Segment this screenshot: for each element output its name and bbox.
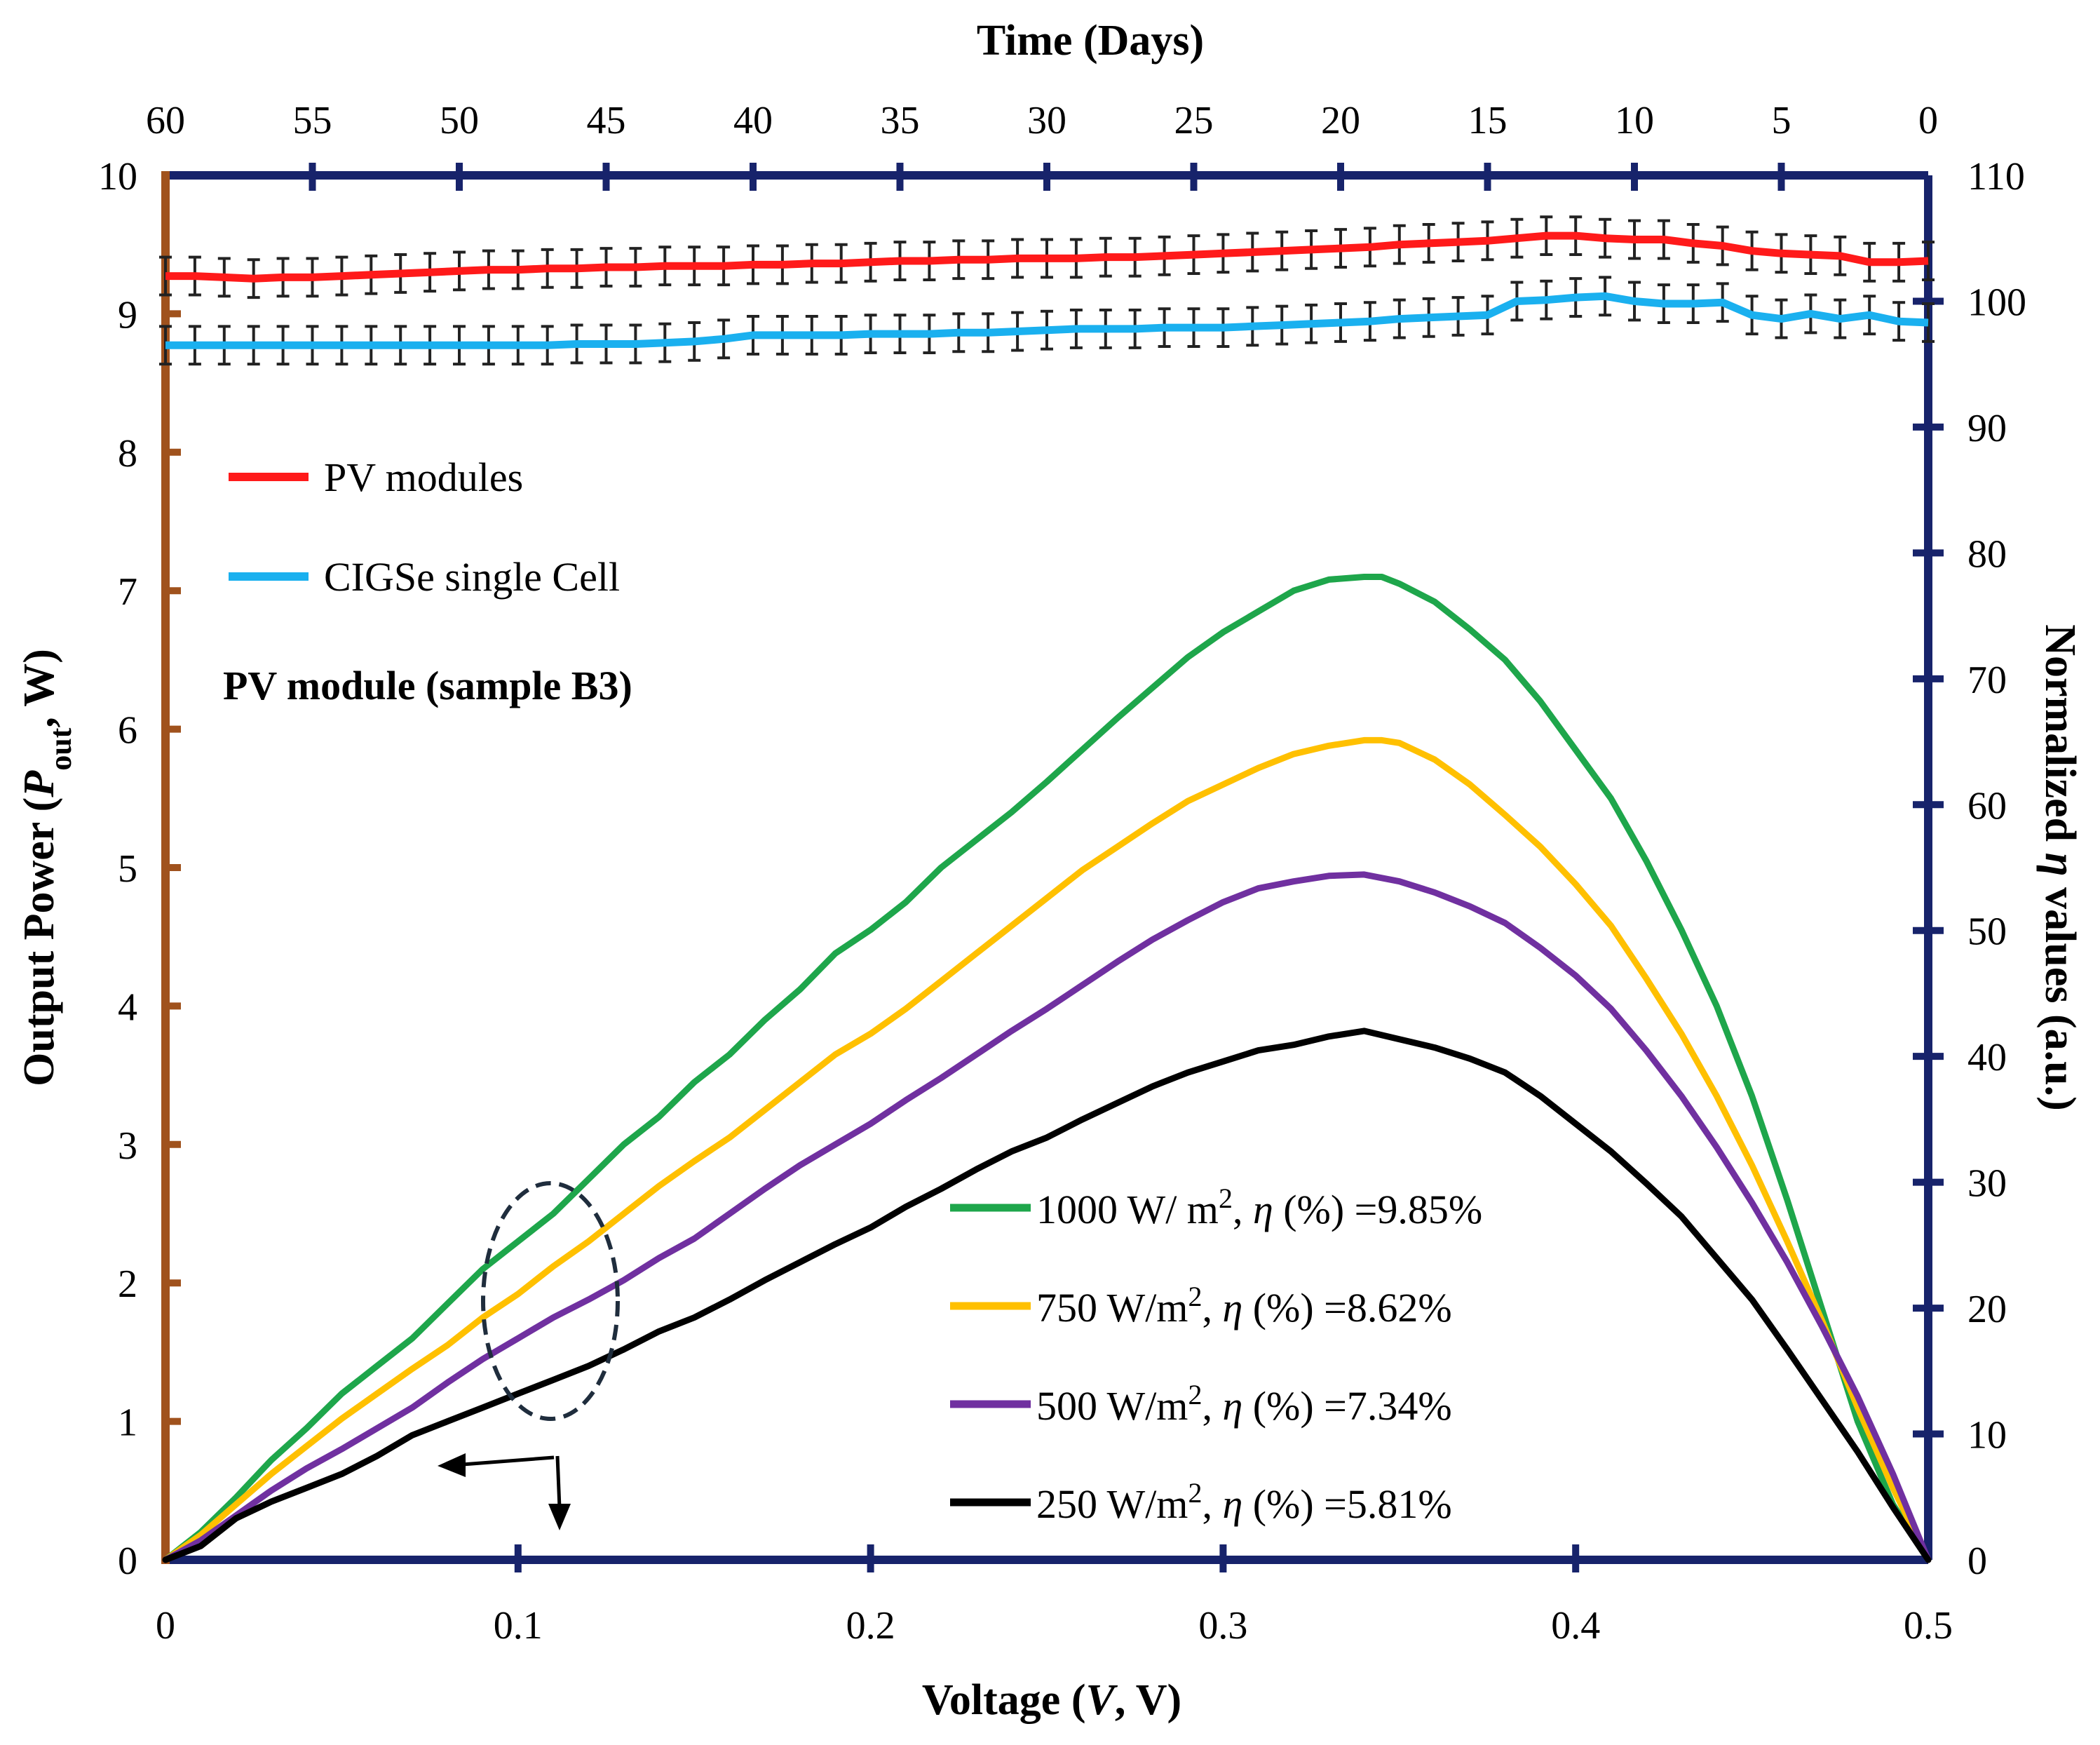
right-tick-label: 100 — [1967, 281, 2026, 324]
sample-annotation: PV module (sample B3) — [223, 663, 632, 708]
efficiency-line-cigse-cell — [165, 292, 1929, 349]
right-tick-label: 50 — [1967, 910, 2007, 954]
bottom-tick-label: 0.2 — [846, 1604, 895, 1648]
annotation-ellipse — [481, 1181, 620, 1421]
power-line-750 — [162, 736, 1932, 1563]
right-tick-label: 70 — [1967, 659, 2007, 702]
bottom-tick-label: 0 — [156, 1604, 175, 1648]
left-tick-label: 5 — [118, 847, 137, 891]
efficiency-line-pv-modules — [165, 231, 1929, 283]
top-tick-label: 15 — [1468, 99, 1508, 142]
right-axis-title: Normalized η values (a.u.) — [2036, 624, 2084, 1111]
annotation-arrow-down-stem — [555, 1455, 562, 1509]
top-tick-label: 45 — [587, 99, 626, 142]
right-tick-label: 40 — [1967, 1036, 2007, 1079]
top-tick-label: 50 — [440, 99, 479, 142]
right-tick-label: 30 — [1967, 1162, 2007, 1206]
bottom-tick-label: 0.4 — [1551, 1604, 1600, 1648]
right-tick-label: 90 — [1967, 407, 2007, 450]
left-tick-label: 6 — [118, 709, 137, 753]
left-axis-title: Output Power (Pout, W) — [15, 649, 78, 1086]
top-tick-label: 35 — [881, 99, 920, 142]
right-tick-label: 60 — [1967, 784, 2007, 828]
top-tick-label: 55 — [293, 99, 332, 142]
legend-label-500: 500 W/m2, η (%) =7.34% — [1036, 1379, 1452, 1429]
top-tick-label: 10 — [1615, 99, 1654, 142]
power-legend: 1000 W/ m2, η (%) =9.85% 750 W/m2, η (%) … — [950, 1183, 1482, 1528]
left-tick-label: 9 — [118, 293, 137, 337]
left-tick-label: 1 — [118, 1401, 137, 1445]
power-line-1000 — [162, 574, 1932, 1563]
legend-label-750: 750 W/m2, η (%) =8.62% — [1036, 1281, 1452, 1331]
top-tick-label: 20 — [1321, 99, 1360, 142]
power-line-250 — [162, 1028, 1932, 1563]
annotation-arrow-left-head — [438, 1453, 466, 1477]
left-tick-label: 8 — [118, 432, 137, 476]
left-tick-label: 7 — [118, 570, 137, 614]
top-tick-label: 0 — [1918, 99, 1938, 142]
bottom-tick-label: 0.5 — [1904, 1604, 1953, 1648]
top-tick-label: 40 — [733, 99, 773, 142]
left-tick-label: 10 — [98, 155, 137, 198]
left-tick-label: 2 — [118, 1262, 137, 1306]
right-tick-label: 20 — [1967, 1288, 2007, 1331]
top-tick-label: 30 — [1027, 99, 1066, 142]
left-tick-label: 4 — [118, 985, 137, 1029]
top-tick-label: 25 — [1174, 99, 1214, 142]
top-axis-title: Time (Days) — [977, 17, 1204, 65]
legend-label-1000: 1000 W/ m2, η (%) =9.85% — [1036, 1183, 1482, 1233]
legend-label-cigse-cell: CIGSe single Cell — [324, 554, 620, 600]
annotation-arrow-down-head — [548, 1504, 571, 1530]
bottom-tick-label: 0.3 — [1198, 1604, 1247, 1648]
right-tick-label: 0 — [1967, 1539, 1987, 1583]
axis-ticks — [165, 163, 1944, 1572]
legend-label-250: 250 W/m2, η (%) =5.81% — [1036, 1477, 1452, 1528]
series-lines — [162, 231, 1932, 1563]
right-tick-label: 110 — [1967, 155, 2025, 198]
right-tick-label: 80 — [1967, 532, 2007, 576]
left-tick-label: 0 — [118, 1539, 137, 1583]
legend-label-pv-modules: PV modules — [324, 454, 523, 500]
top-tick-label: 5 — [1772, 99, 1791, 142]
power-line-500 — [162, 871, 1932, 1563]
annotation-arrow-stem — [462, 1455, 555, 1467]
bottom-tick-label: 0.1 — [494, 1604, 543, 1648]
bottom-axis-title: Voltage (V, V) — [922, 1676, 1181, 1724]
top-tick-label: 60 — [146, 99, 185, 142]
right-tick-label: 10 — [1967, 1414, 2007, 1457]
left-tick-label: 3 — [118, 1124, 137, 1168]
